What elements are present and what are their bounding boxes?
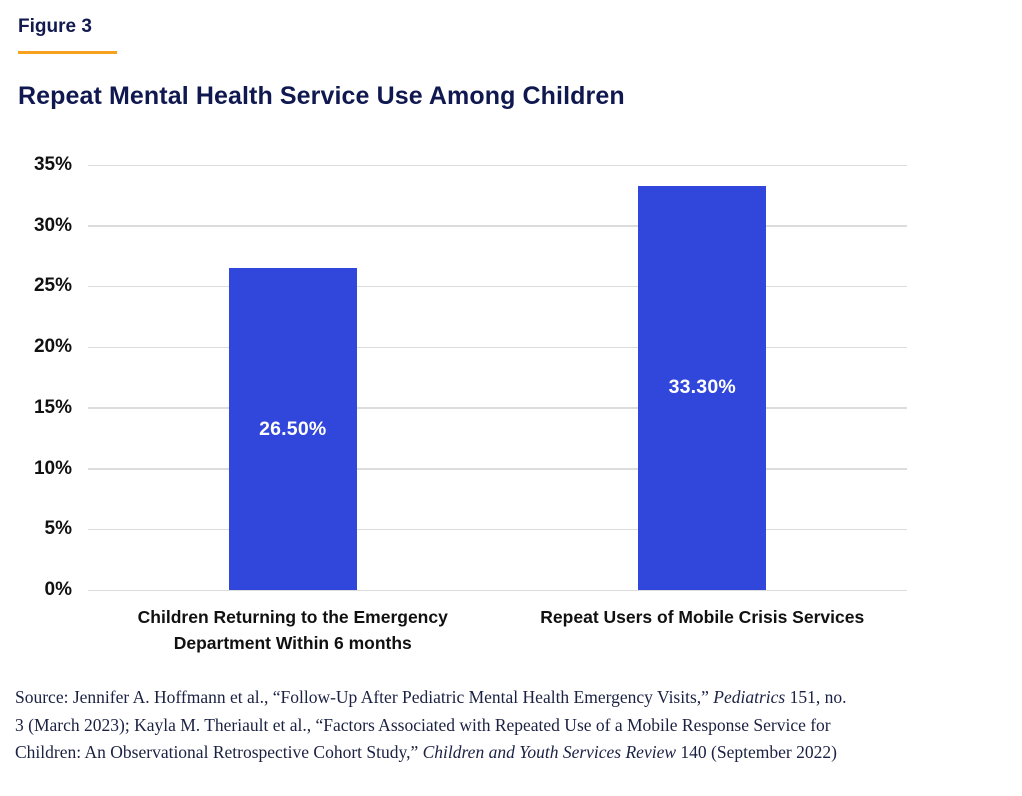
y-tick-label: 0% [44, 579, 72, 600]
source-line: 3 (March 2023); Kayla M. Theriault et al… [15, 712, 1010, 740]
source-line: Children: An Observational Retrospective… [15, 739, 1010, 767]
y-tick-label: 30% [33, 214, 72, 236]
chart-title: Repeat Mental Health Service Use Among C… [18, 82, 625, 110]
category-label-emergency-department: Children Returning to the Emergency Depa… [137, 607, 448, 653]
bar-1: 33.30% [638, 185, 767, 590]
source-text-segment: 3 (March 2023); Kayla M. Theriault et al… [15, 714, 831, 735]
source-text-segment: 151, no. [785, 687, 847, 707]
gridline [88, 164, 907, 166]
gridline [88, 225, 907, 227]
bar-0: 26.50% [228, 268, 357, 590]
figure-accent-rule [18, 51, 117, 54]
source-line: Source: Jennifer A. Hoffmann et al., “Fo… [15, 684, 1010, 712]
y-tick-label: 15% [33, 396, 72, 418]
source-text-segment: 140 (September 2022) [676, 742, 837, 762]
source-text-segment: Children: An Observational Retrospective… [15, 742, 423, 762]
y-tick-label: 35% [33, 154, 72, 175]
gridline [88, 528, 907, 531]
source-journal-title: Pediatrics [713, 687, 786, 707]
bar-value-label: 26.50% [259, 417, 327, 440]
x-axis-labels: Children Returning to the Emergency Depa… [88, 604, 907, 656]
plot-area: 26.50% 33.30% [88, 164, 907, 591]
gridline [88, 407, 907, 409]
gridline [88, 285, 907, 288]
x-axis-category-label: Repeat Users of Mobile Crisis Services [498, 604, 908, 656]
x-axis-category-label: Children Returning to the Emergency Depa… [88, 604, 498, 656]
y-tick-label: 5% [44, 518, 72, 540]
source-citation: Source: Jennifer A. Hoffmann et al., “Fo… [15, 684, 1010, 767]
category-label-mobile-crisis: Repeat Users of Mobile Crisis Services [540, 607, 865, 627]
bar-value-label: 33.30% [668, 376, 736, 399]
source-journal-title: Children and Youth Services Review [422, 742, 677, 762]
gridline [88, 589, 907, 591]
figure-number-label: Figure 3 [18, 16, 92, 37]
gridline [88, 346, 907, 349]
gridline [88, 468, 907, 470]
y-axis-labels: 0% 5% 10% 15% 20% 25% 30% 35% [0, 154, 72, 600]
y-tick-label: 20% [33, 336, 72, 358]
y-tick-label: 25% [33, 275, 72, 297]
y-tick-label: 10% [33, 457, 72, 479]
source-text-segment: Source: Jennifer A. Hoffmann et al., “Fo… [15, 687, 714, 707]
